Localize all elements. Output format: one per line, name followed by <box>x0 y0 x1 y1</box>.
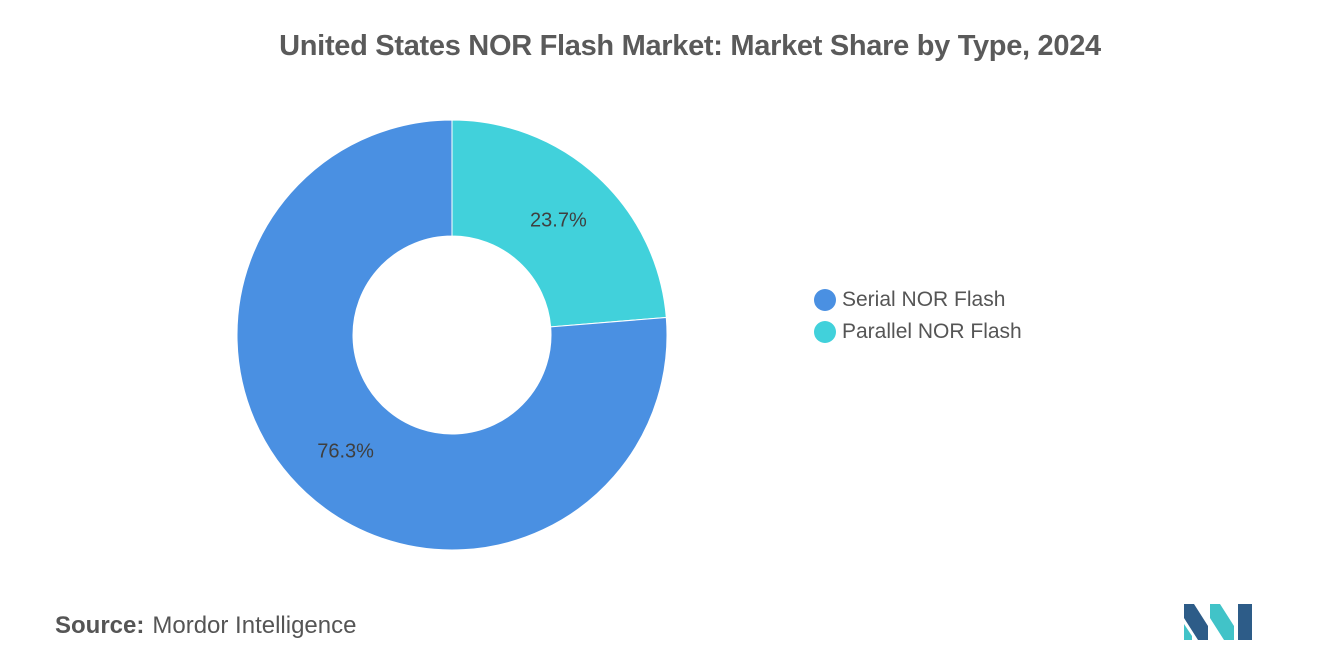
slice-label-serial-nor-flash: 76.3% <box>317 440 374 462</box>
slice-parallel-nor-flash[interactable] <box>451 119 667 328</box>
legend-item-serial-nor-flash[interactable]: Serial NOR Flash <box>814 284 1022 316</box>
slice-label-parallel-nor-flash: 23.7% <box>530 210 587 232</box>
legend-item-parallel-nor-flash[interactable]: Parallel NOR Flash <box>814 316 1022 348</box>
logo-shape-2 <box>1184 624 1192 640</box>
legend-label-parallel: Parallel NOR Flash <box>842 320 1022 343</box>
source-key: Source: <box>55 612 145 639</box>
legend-swatch-parallel <box>814 321 836 343</box>
logo-shape-4 <box>1238 604 1252 640</box>
source-value: Mordor Intelligence <box>152 612 357 639</box>
source-line: Source: Mordor Intelligence <box>55 612 356 640</box>
logo-shape-1 <box>1184 604 1208 640</box>
legend: Serial NOR Flash Parallel NOR Flash <box>814 284 1022 348</box>
mordor-intelligence-logo-icon <box>1184 604 1252 640</box>
legend-label-serial: Serial NOR Flash <box>842 288 1006 311</box>
chart-title: United States NOR Flash Market: Market S… <box>279 30 1101 62</box>
slice-serial-nor-flash[interactable] <box>236 119 668 551</box>
logo-shape-3 <box>1210 604 1234 640</box>
legend-swatch-serial <box>814 289 836 311</box>
